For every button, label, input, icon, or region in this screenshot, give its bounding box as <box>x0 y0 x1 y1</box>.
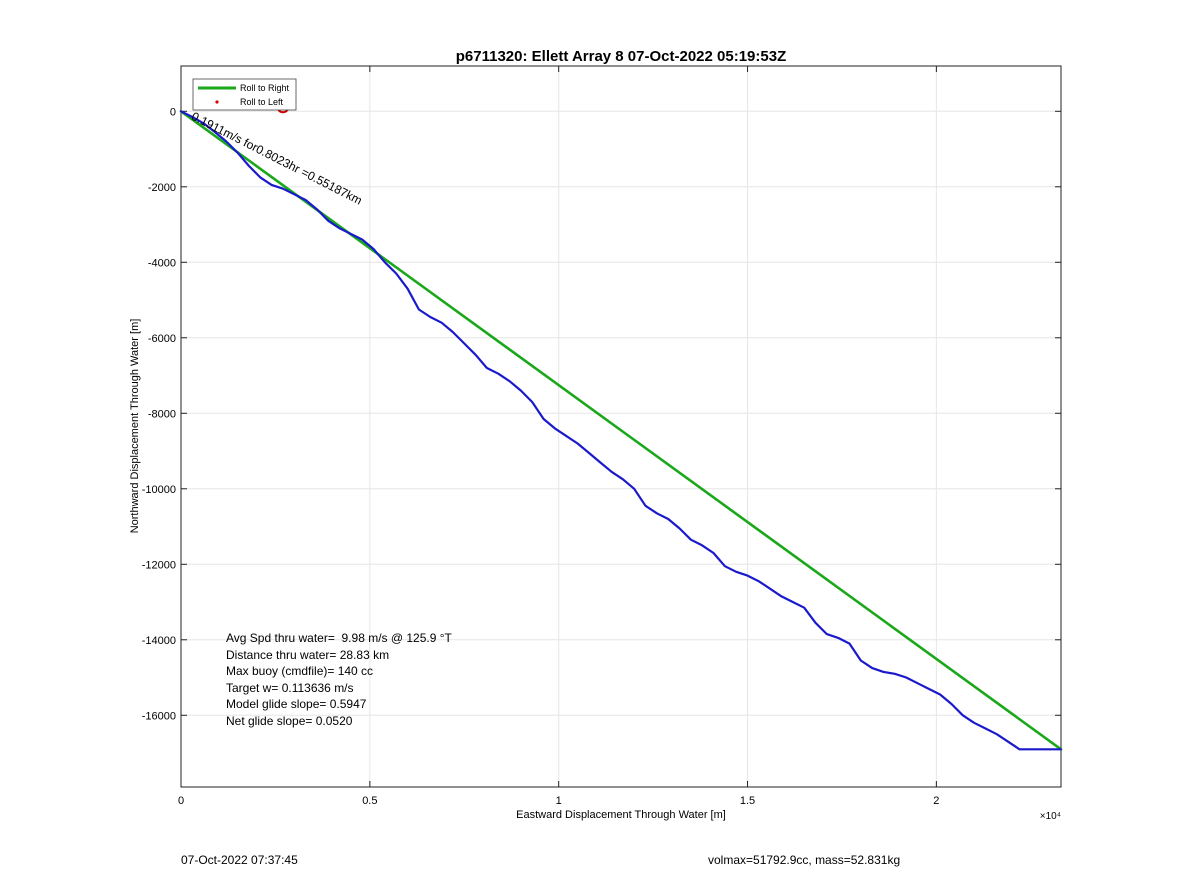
segment-speed-annotation: 0.1911m/s for0.8023hr =0.55187km <box>189 109 364 208</box>
y-tick-label: -14000 <box>142 635 176 647</box>
footer-volmax-mass: volmax=51792.9cc, mass=52.831kg <box>708 853 901 867</box>
legend-swatch-roll-to-left <box>215 100 219 104</box>
x-exponent-label: ×10⁴ <box>1040 811 1061 822</box>
y-tick-label: -4000 <box>148 257 176 269</box>
legend-box <box>192 78 297 111</box>
stat-net-glide-slope: Net glide slope= 0.0520 <box>226 713 353 728</box>
stat-model-glide-slope: Model glide slope= 0.5947 <box>226 697 367 711</box>
legend-label-roll-to-left: Roll to Left <box>240 97 284 107</box>
series-layer <box>179 110 1063 751</box>
y-axis-label: Northward Displacement Through Water [m] <box>129 319 141 534</box>
stat-avg-speed: Avg Spd thru water= 9.98 m/s @ 125.9 °T <box>226 631 452 645</box>
x-tick-label: 1.5 <box>740 795 755 807</box>
footer-timestamp: 07-Oct-2022 07:37:45 <box>181 853 298 867</box>
legend: Roll to Right Roll to Left <box>192 78 297 111</box>
stat-target-w: Target w= 0.113636 m/s <box>226 680 354 695</box>
stat-distance: Distance thru water= 28.83 km <box>226 647 390 662</box>
y-tick-label: -12000 <box>142 559 176 571</box>
x-tick-label: 0.5 <box>362 795 377 807</box>
chart-title: p6711320: Ellett Array 8 07-Oct-2022 05:… <box>456 48 786 65</box>
y-tick-label: -10000 <box>142 484 176 496</box>
stat-max-buoy: Max buoy (cmdfile)= 140 cc <box>226 664 374 678</box>
y-tick-label: -2000 <box>148 182 176 194</box>
x-tick-label: 1 <box>556 795 562 807</box>
y-tick-label: -6000 <box>148 333 176 345</box>
series-track-line <box>179 110 1063 751</box>
x-tick-label: 0 <box>178 795 184 807</box>
x-tick-label: 2 <box>933 795 939 807</box>
legend-label-roll-to-right: Roll to Right <box>240 83 290 93</box>
y-tick-label: -8000 <box>148 408 176 420</box>
x-axis-label: Eastward Displacement Through Water [m] <box>516 809 726 821</box>
y-tick-label: 0 <box>170 106 176 118</box>
series-roll-to-right-line <box>179 110 1063 751</box>
grid-lines <box>180 66 1061 787</box>
y-tick-label: -16000 <box>142 710 176 722</box>
plot-area-frame <box>180 65 1062 788</box>
axis-ticks: 0 0.5 1 1.5 2 0 -2000 -4000 -6000 -8000 -10000 -120… <box>142 66 1061 807</box>
